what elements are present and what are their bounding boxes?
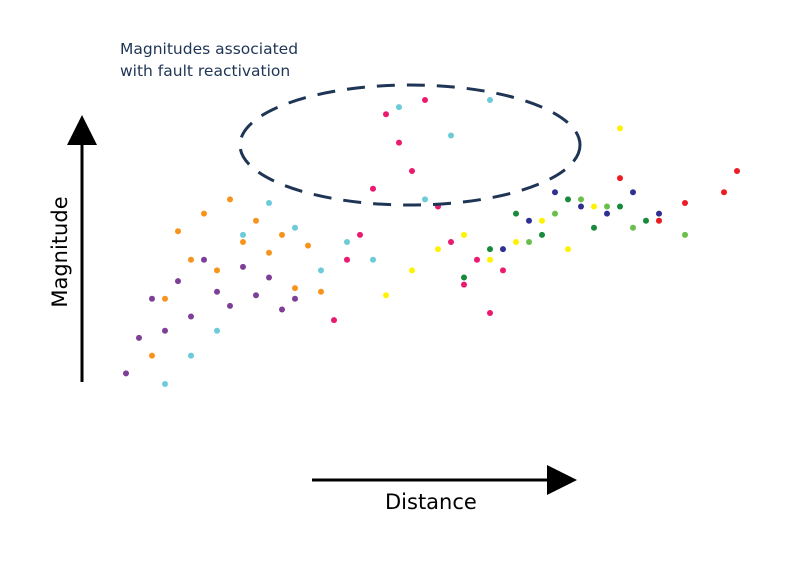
annotation-line-2: with fault reactivation <box>120 62 291 80</box>
data-point-s4-1 <box>409 267 415 274</box>
data-point-s4-3 <box>461 231 467 238</box>
data-point-s7-1 <box>552 210 558 217</box>
data-point-s3-3 <box>370 185 376 192</box>
data-point-s0-8 <box>227 302 233 309</box>
data-point-s4-2 <box>435 246 441 253</box>
data-point-s6-5 <box>630 189 636 196</box>
data-point-s3-7 <box>422 97 428 103</box>
data-point-s8-3 <box>721 189 727 196</box>
data-point-s1-4 <box>201 210 207 217</box>
data-point-s8-2 <box>682 200 688 206</box>
data-point-s3-9 <box>448 239 454 245</box>
data-point-s3-12 <box>487 310 493 316</box>
data-point-s3-4 <box>383 111 389 118</box>
data-point-s6-0 <box>500 246 506 253</box>
data-points <box>123 97 740 387</box>
data-point-s7-0 <box>526 239 532 245</box>
data-point-s1-8 <box>253 217 259 224</box>
data-point-s6-6 <box>656 210 662 217</box>
data-point-s2-5 <box>292 224 298 231</box>
data-point-s0-12 <box>279 306 285 313</box>
data-point-s2-3 <box>240 231 246 238</box>
data-point-s2-9 <box>396 104 402 111</box>
data-point-s0-9 <box>240 263 246 270</box>
data-point-s7-6 <box>682 231 688 238</box>
data-point-s2-7 <box>344 239 350 245</box>
data-point-s4-9 <box>617 125 623 132</box>
data-point-s2-2 <box>214 327 220 334</box>
data-point-s2-0 <box>162 381 168 387</box>
data-point-s0-5 <box>188 313 194 320</box>
data-point-s1-3 <box>188 256 194 263</box>
data-point-s0-7 <box>214 288 220 295</box>
data-point-s1-11 <box>292 285 298 292</box>
data-point-s0-6 <box>201 256 207 263</box>
data-point-s5-4 <box>565 196 571 203</box>
data-point-s5-1 <box>487 246 493 253</box>
data-point-s4-5 <box>513 239 519 245</box>
data-point-s5-0 <box>461 274 467 281</box>
data-point-s3-1 <box>344 256 350 263</box>
data-point-s3-13 <box>500 267 506 274</box>
data-point-s4-4 <box>487 256 493 263</box>
data-point-s3-0 <box>331 317 337 324</box>
data-point-s4-6 <box>539 217 545 224</box>
data-point-s1-6 <box>227 196 233 203</box>
data-point-s8-0 <box>617 175 623 182</box>
data-point-s8-4 <box>734 168 740 174</box>
data-point-s0-2 <box>149 295 155 302</box>
data-point-s2-6 <box>318 267 324 274</box>
y-axis-label: Magnitude <box>48 196 72 308</box>
data-point-s0-4 <box>175 278 181 285</box>
x-axis-label: Distance <box>385 490 477 514</box>
annotation-text: Magnitudes associated with fault reactiv… <box>120 38 360 82</box>
data-point-s2-10 <box>422 196 428 203</box>
data-point-s7-4 <box>630 224 636 231</box>
data-point-s1-5 <box>214 267 220 274</box>
data-point-s7-3 <box>604 203 610 210</box>
data-point-s0-1 <box>136 334 142 341</box>
data-point-s8-1 <box>656 217 662 224</box>
data-point-s7-2 <box>578 196 584 203</box>
data-point-s6-1 <box>526 217 532 224</box>
data-point-s3-6 <box>409 168 415 174</box>
data-point-s2-8 <box>370 256 376 263</box>
data-point-s1-9 <box>266 249 272 256</box>
data-point-s1-2 <box>175 228 181 235</box>
data-point-s2-1 <box>188 352 194 359</box>
data-point-s4-0 <box>383 292 389 299</box>
data-point-s3-10 <box>461 281 467 288</box>
data-point-s6-3 <box>578 203 584 210</box>
data-point-s1-13 <box>318 288 324 295</box>
data-point-s0-0 <box>123 370 129 377</box>
data-point-s6-2 <box>552 189 558 196</box>
data-point-s1-7 <box>240 239 246 245</box>
data-point-s5-5 <box>591 224 597 231</box>
data-point-s5-2 <box>513 210 519 217</box>
annotation-dashed-ellipse <box>238 83 582 207</box>
annotation-line-1: Magnitudes associated <box>120 40 299 58</box>
data-point-s3-11 <box>474 256 480 263</box>
data-point-s1-0 <box>149 352 155 359</box>
data-point-s1-10 <box>279 231 285 238</box>
data-point-s5-3 <box>539 231 545 238</box>
data-point-s3-5 <box>396 139 402 146</box>
data-point-s5-7 <box>643 217 649 224</box>
data-point-s6-4 <box>604 210 610 217</box>
data-point-s0-10 <box>253 292 259 299</box>
data-point-s2-11 <box>448 132 454 139</box>
data-point-s1-1 <box>162 295 168 302</box>
data-point-s2-4 <box>266 200 272 206</box>
data-point-s1-12 <box>305 242 311 249</box>
data-point-s0-13 <box>292 295 298 302</box>
data-point-s2-12 <box>487 97 493 103</box>
data-point-s0-11 <box>266 274 272 281</box>
data-point-s0-3 <box>162 327 168 334</box>
data-point-s5-6 <box>617 203 623 210</box>
data-point-s4-7 <box>565 246 571 253</box>
data-point-s4-8 <box>591 203 597 210</box>
data-point-s3-2 <box>357 231 363 238</box>
